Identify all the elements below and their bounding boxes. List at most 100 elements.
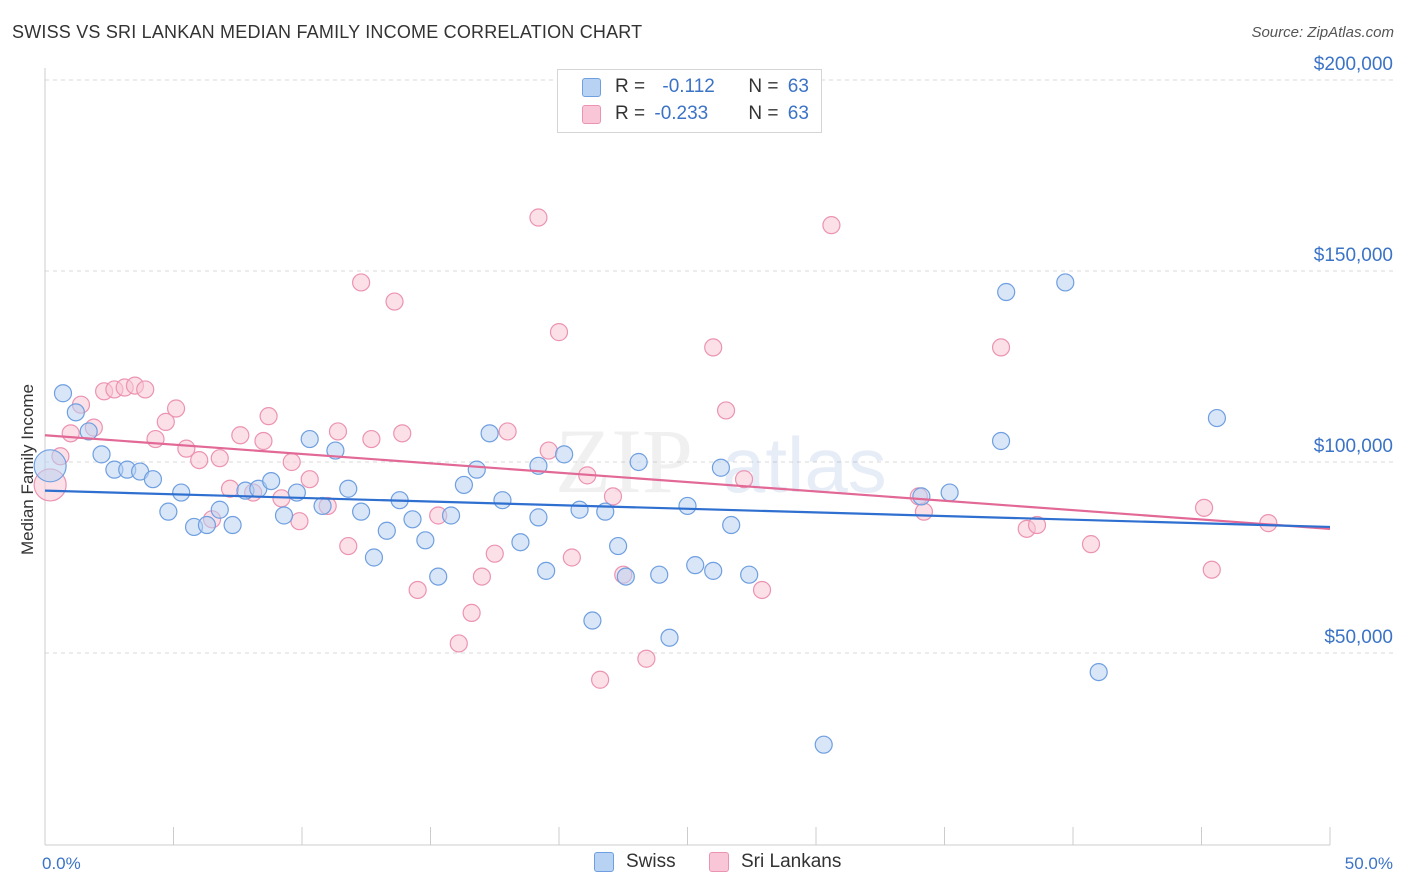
trend-lines xyxy=(44,434,1331,530)
watermark-zip: ZIP xyxy=(555,410,693,512)
sri-lankans-point xyxy=(231,426,250,445)
swiss-point xyxy=(940,483,959,502)
swiss-point xyxy=(529,508,548,527)
sri-lankans-point xyxy=(822,216,841,235)
correlation-legend: R = -0.112 N = 63 R = -0.233 N = 63 xyxy=(557,69,822,133)
swiss-point xyxy=(416,531,435,550)
series-label-srilankan: Sri Lankans xyxy=(741,851,842,872)
legend-srilankan-r-label: R = xyxy=(615,103,651,124)
sri-lankans-point xyxy=(362,429,381,449)
swiss-point xyxy=(210,500,229,519)
swiss-point xyxy=(79,422,98,441)
swiss-point xyxy=(814,735,833,754)
sri-lankans-point xyxy=(300,470,319,489)
series-legend-swiss[interactable]: Swiss xyxy=(594,851,676,873)
sri-lankans-point xyxy=(704,338,723,357)
watermark: ZIP atlas xyxy=(555,410,887,512)
swiss-point xyxy=(1089,662,1108,682)
swiss-point xyxy=(686,556,705,575)
y-tick-label: $50,000 xyxy=(1324,627,1393,648)
swiss-point xyxy=(722,515,741,535)
series-legend: Swiss Sri Lankans xyxy=(0,851,1406,877)
x-tick-label-min: 0.0% xyxy=(42,854,81,873)
swiss-point xyxy=(364,548,384,567)
sri-lankans-point xyxy=(603,487,623,506)
swiss-point xyxy=(1207,408,1227,428)
swiss-point xyxy=(678,496,697,516)
sri-lankans-point xyxy=(290,512,309,531)
sri-lankans-point xyxy=(734,470,754,489)
source-label: Source: ZipAtlas.com xyxy=(1251,24,1394,41)
sri-lankans-point xyxy=(562,548,581,567)
swiss-point xyxy=(1056,273,1075,292)
swiss-point xyxy=(223,515,242,535)
swiss-point xyxy=(616,567,635,586)
swiss-point xyxy=(650,565,669,584)
swiss-point xyxy=(740,565,759,584)
legend-srilankan-r-value: -0.233 xyxy=(654,103,709,124)
sri-lankans-point xyxy=(352,273,371,292)
sri-lankans-point xyxy=(498,422,517,441)
legend-row-swiss: R = -0.112 N = 63 xyxy=(582,75,809,99)
legend-swiss-n-label: N = xyxy=(748,76,784,97)
legend-swatch-srilankan xyxy=(582,104,601,124)
sri-lankans-point xyxy=(991,338,1011,357)
sri-lankans-point xyxy=(61,424,80,443)
swiss-point xyxy=(441,506,461,525)
legend-srilankan-n-value: 63 xyxy=(787,103,809,124)
swiss-point xyxy=(609,536,628,556)
swiss-trend-line xyxy=(44,489,1331,529)
legend-swiss-r-label: R = xyxy=(615,76,651,97)
series-legend-srilankan[interactable]: Sri Lankans xyxy=(709,851,841,873)
sri-lankans-point xyxy=(591,670,610,689)
swiss-point xyxy=(912,487,931,506)
series-swatch-swiss xyxy=(594,852,614,872)
sri-lankans-point xyxy=(529,208,548,227)
swiss-point xyxy=(997,282,1016,302)
swiss-point xyxy=(197,515,217,535)
swiss-point xyxy=(629,452,648,472)
sri-lankans-point xyxy=(339,536,358,556)
sri-lankans-point xyxy=(1027,515,1047,535)
sri-lankans-point xyxy=(136,380,155,399)
swiss-points xyxy=(33,273,1227,754)
sri-lankans-points xyxy=(33,208,1278,689)
sri-lankans-point xyxy=(449,634,468,653)
swiss-point xyxy=(300,429,319,449)
series-swatch-srilankan xyxy=(709,852,729,872)
swiss-point xyxy=(467,460,486,479)
swiss-point xyxy=(352,502,371,521)
swiss-point xyxy=(583,611,602,630)
series-label-swiss: Swiss xyxy=(626,851,676,872)
y-tick-labels: $50,000 $100,000 $150,000 $200,000 xyxy=(1314,54,1393,648)
sri-lankans-point xyxy=(472,567,491,586)
swiss-point xyxy=(454,475,474,495)
sri-lankans-point xyxy=(328,422,348,441)
sri-lankans-point xyxy=(752,580,772,600)
sri-lankans-point xyxy=(1202,560,1221,579)
sri-lankans-point xyxy=(156,412,175,431)
swiss-point xyxy=(704,561,723,580)
swiss-point xyxy=(537,561,556,580)
sri-lankans-point xyxy=(914,502,934,521)
swiss-point xyxy=(403,510,422,529)
swiss-point xyxy=(172,483,191,502)
legend-swatch-swiss xyxy=(582,77,601,97)
sri-lankans-point xyxy=(549,323,569,342)
swiss-point xyxy=(511,533,530,552)
swiss-point xyxy=(326,441,345,460)
swiss-point xyxy=(159,502,178,521)
chart-title: SWISS VS SRI LANKAN MEDIAN FAMILY INCOME… xyxy=(12,22,643,42)
swiss-point xyxy=(339,479,358,498)
swiss-point xyxy=(143,470,163,489)
y-tick-label: $150,000 xyxy=(1314,245,1393,266)
swiss-point xyxy=(493,491,512,510)
swiss-point xyxy=(377,521,396,540)
legend-swiss-n-value: 63 xyxy=(787,76,809,97)
sri-lankans-point xyxy=(190,450,209,470)
sri-lankans-point xyxy=(282,452,301,472)
sri-lankans-point xyxy=(1081,535,1101,554)
sri-lankans-trend-line xyxy=(44,434,1331,530)
swiss-point xyxy=(555,445,574,464)
